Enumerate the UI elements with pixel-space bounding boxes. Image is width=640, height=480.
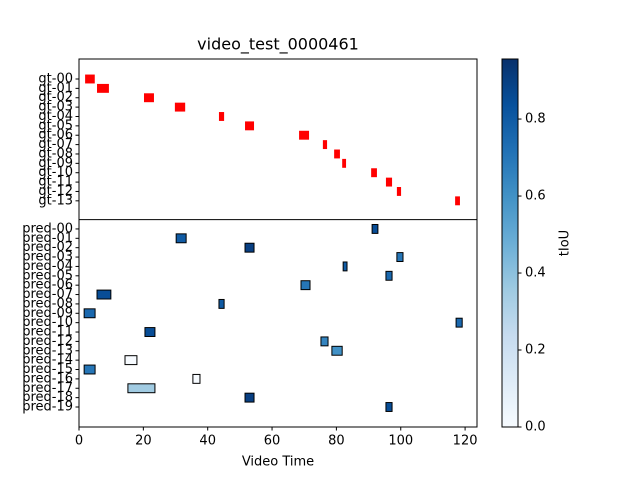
y-tick-label: pred-18 bbox=[22, 390, 73, 405]
pred-segment bbox=[96, 289, 112, 300]
gt-segment bbox=[218, 112, 225, 121]
gt-segment bbox=[143, 93, 154, 103]
y-tick-label: gt-06 bbox=[38, 128, 73, 143]
colorbar-tick-label: 0.8 bbox=[525, 112, 546, 127]
gt-segment bbox=[174, 102, 186, 112]
y-tick-label: gt-05 bbox=[38, 118, 73, 133]
pred-segment bbox=[124, 355, 138, 366]
gt-segment bbox=[334, 149, 340, 159]
y-tick-label: pred-01 bbox=[22, 231, 73, 246]
y-tick-label: gt-07 bbox=[38, 137, 73, 152]
gt-segment bbox=[396, 187, 402, 196]
pred-segment bbox=[127, 383, 156, 394]
y-tick-label: gt-02 bbox=[38, 90, 73, 105]
plot-frame bbox=[78, 58, 478, 428]
gt-segment bbox=[385, 177, 393, 187]
gt-segment bbox=[455, 196, 460, 206]
y-tick-label: pred-02 bbox=[22, 240, 73, 255]
pred-segment bbox=[385, 270, 393, 281]
y-tick-label: gt-03 bbox=[38, 100, 73, 115]
pred-segment bbox=[83, 308, 96, 319]
x-tick-label: 0 bbox=[75, 434, 83, 449]
gt-segment bbox=[245, 121, 255, 131]
pred-segment bbox=[385, 402, 393, 412]
y-tick-label: pred-15 bbox=[22, 362, 73, 377]
gt-segment bbox=[371, 168, 377, 178]
y-tick-label: pred-00 bbox=[22, 221, 73, 236]
y-tick-label: gt-12 bbox=[38, 184, 73, 199]
colorbar-tick-label: 0.4 bbox=[525, 266, 546, 281]
pred-segment bbox=[192, 373, 201, 384]
y-tick-label: gt-13 bbox=[38, 193, 73, 208]
pred-segment bbox=[331, 345, 343, 356]
y-tick-label: pred-03 bbox=[22, 250, 73, 265]
pred-segment bbox=[342, 261, 348, 272]
x-axis-label: Video Time bbox=[242, 455, 314, 470]
pred-segment bbox=[144, 327, 156, 337]
y-tick-label: pred-12 bbox=[22, 334, 73, 349]
y-tick-label: pred-11 bbox=[22, 325, 73, 340]
gt-segment bbox=[299, 130, 310, 140]
pred-segment bbox=[455, 317, 463, 328]
colorbar-tick-label: 0.2 bbox=[525, 343, 546, 358]
y-tick-label: pred-08 bbox=[22, 296, 73, 311]
y-tick-label: pred-07 bbox=[22, 287, 73, 302]
y-tick-label: pred-05 bbox=[22, 268, 73, 283]
x-tick-label: 40 bbox=[199, 434, 216, 449]
pred-segment bbox=[371, 223, 379, 234]
gt-segment bbox=[85, 74, 95, 84]
x-tick-label: 120 bbox=[453, 434, 478, 449]
gt-segment bbox=[342, 158, 347, 168]
y-tick-label: gt-10 bbox=[38, 165, 73, 180]
chart-title: video_test_0000461 bbox=[197, 35, 359, 55]
pred-segment bbox=[244, 392, 255, 403]
pred-segment bbox=[244, 242, 255, 253]
pred-segment bbox=[396, 252, 404, 263]
gt-segment bbox=[97, 83, 109, 93]
pred-segment bbox=[300, 280, 311, 291]
y-tick-label: gt-04 bbox=[38, 109, 73, 124]
y-tick-label: gt-09 bbox=[38, 156, 73, 171]
y-tick-label: gt-00 bbox=[38, 72, 73, 87]
colorbar bbox=[501, 58, 519, 428]
y-tick-label: pred-14 bbox=[22, 353, 73, 368]
x-tick-label: 20 bbox=[135, 434, 152, 449]
colorbar-tick-label: 0.6 bbox=[525, 189, 546, 204]
y-tick-label: pred-17 bbox=[22, 381, 73, 396]
pred-segment bbox=[218, 298, 225, 309]
pred-segment bbox=[320, 336, 329, 347]
colorbar-label: tIoU bbox=[558, 230, 573, 256]
y-tick-label: pred-04 bbox=[22, 259, 73, 274]
x-tick-label: 80 bbox=[328, 434, 345, 449]
colorbar-tick-label: 0.0 bbox=[525, 420, 546, 435]
pred-segment bbox=[175, 233, 187, 244]
pred-segment bbox=[83, 364, 96, 375]
y-tick-label: gt-01 bbox=[38, 81, 73, 96]
y-tick-label: pred-06 bbox=[22, 278, 73, 293]
x-tick-label: 100 bbox=[388, 434, 413, 449]
y-tick-label: pred-10 bbox=[22, 315, 73, 330]
gt-segment bbox=[322, 140, 328, 150]
y-tick-label: gt-08 bbox=[38, 146, 73, 161]
x-tick-label: 60 bbox=[264, 434, 281, 449]
y-tick-label: pred-19 bbox=[22, 400, 73, 415]
y-tick-label: pred-13 bbox=[22, 343, 73, 358]
y-tick-label: gt-11 bbox=[38, 175, 73, 190]
y-tick-label: pred-16 bbox=[22, 371, 73, 386]
y-tick-label: pred-09 bbox=[22, 306, 73, 321]
